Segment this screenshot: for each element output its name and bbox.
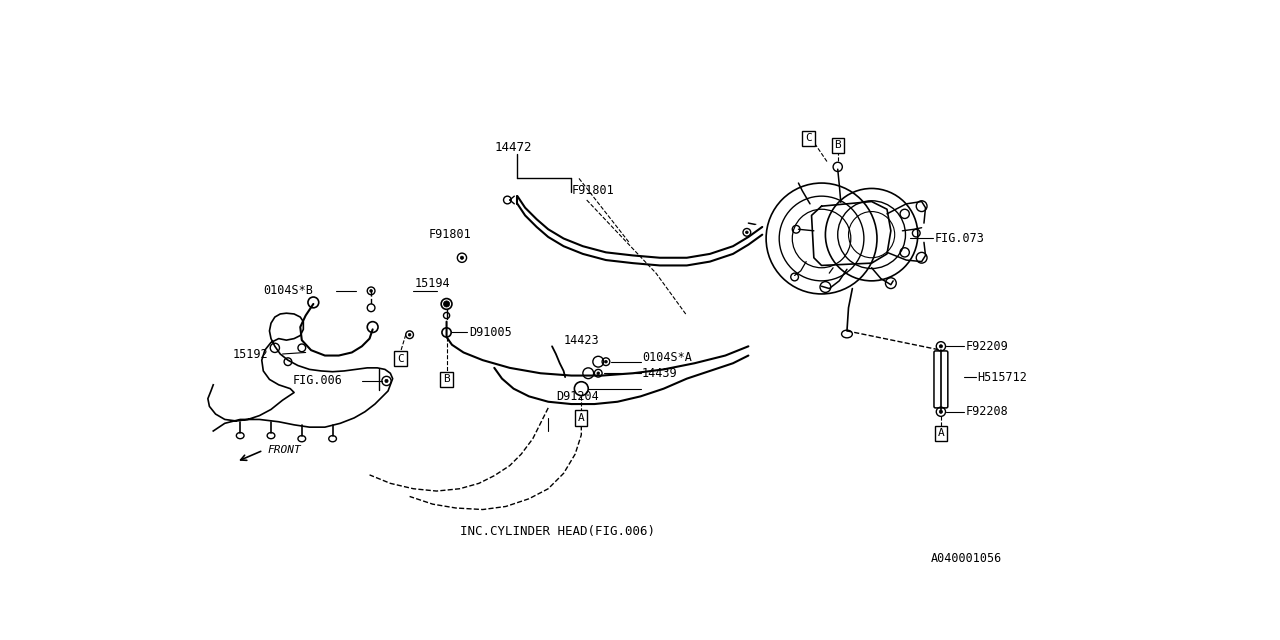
Text: A: A [579,413,585,423]
Circle shape [408,333,411,336]
Circle shape [596,372,599,374]
Circle shape [370,289,372,292]
Text: 0104S*B: 0104S*B [264,284,314,298]
Text: D91005: D91005 [468,326,512,339]
Text: F92209: F92209 [965,340,1009,353]
Text: FIG.006: FIG.006 [293,374,343,387]
Text: 14439: 14439 [643,367,678,380]
Text: 0104S*A: 0104S*A [643,351,692,364]
Text: FRONT: FRONT [268,445,301,455]
Text: 15194: 15194 [415,276,451,290]
Circle shape [745,231,749,234]
Text: B: B [835,140,841,150]
Text: INC.CYLINDER HEAD(FIG.006): INC.CYLINDER HEAD(FIG.006) [460,525,654,538]
Text: H515712: H515712 [977,371,1027,383]
Circle shape [443,301,449,307]
Text: D91204: D91204 [556,390,599,403]
Text: FIG.073: FIG.073 [934,232,984,245]
Text: F91801: F91801 [429,228,471,241]
Text: B: B [443,374,451,385]
Text: C: C [397,354,403,364]
Text: F91801: F91801 [571,184,614,197]
Text: C: C [805,133,812,143]
Text: 15192: 15192 [233,348,268,360]
Circle shape [385,380,388,383]
Text: 14423: 14423 [563,333,599,347]
Text: A: A [937,428,945,438]
Text: A040001056: A040001056 [932,552,1002,564]
Text: F92208: F92208 [965,405,1009,419]
Circle shape [604,360,607,363]
Circle shape [461,256,463,259]
Circle shape [940,410,942,413]
Text: 14472: 14472 [494,141,531,154]
Circle shape [940,345,942,348]
